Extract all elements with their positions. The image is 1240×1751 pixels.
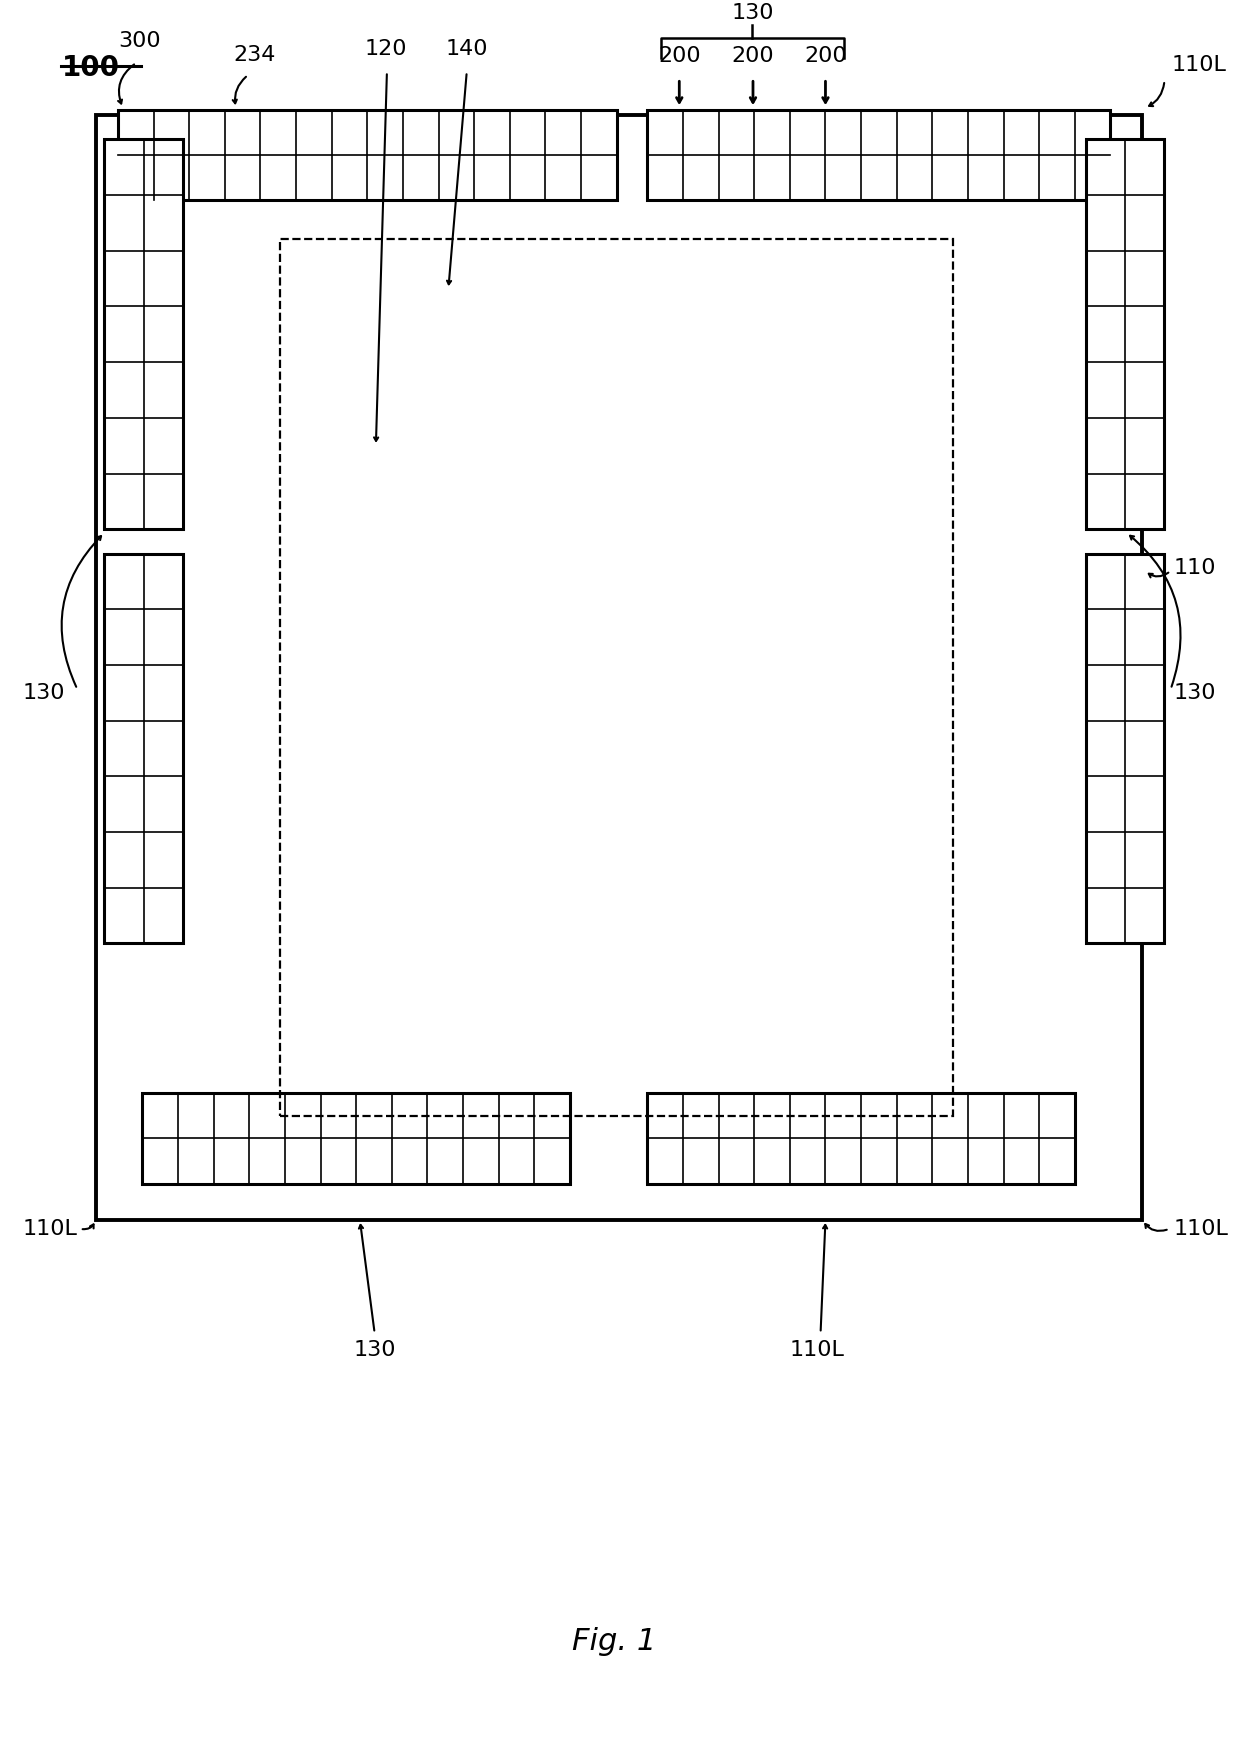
Text: 110L: 110L (790, 1340, 844, 1361)
Text: 200: 200 (805, 46, 847, 67)
Bar (143, 1093, 570, 1184)
Text: 130: 130 (353, 1340, 396, 1361)
Bar (1086, 140, 1164, 529)
Text: 130: 130 (732, 4, 774, 23)
Bar (647, 1093, 1075, 1184)
Text: 200: 200 (658, 46, 701, 67)
Text: 110: 110 (1173, 557, 1215, 578)
Text: 130: 130 (22, 683, 64, 702)
Text: 140: 140 (445, 39, 489, 60)
Text: 234: 234 (233, 44, 275, 65)
Bar (104, 140, 184, 529)
Bar (95, 116, 1142, 1220)
Bar (280, 238, 954, 1115)
Text: 110L: 110L (1172, 54, 1226, 75)
Text: 120: 120 (365, 39, 407, 60)
Text: 130: 130 (1173, 683, 1215, 702)
Bar (104, 553, 184, 944)
Bar (647, 110, 1111, 200)
Text: 200: 200 (732, 46, 774, 67)
Bar (118, 110, 616, 200)
Text: 300: 300 (119, 30, 161, 51)
Bar (1086, 553, 1164, 944)
Text: 110L: 110L (1173, 1219, 1228, 1240)
Text: 110L: 110L (22, 1219, 77, 1240)
Text: Fig. 1: Fig. 1 (572, 1627, 656, 1656)
Text: 100: 100 (62, 54, 119, 82)
